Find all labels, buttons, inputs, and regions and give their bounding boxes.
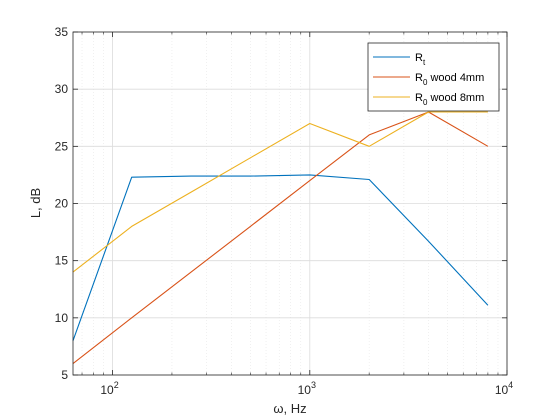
y-tick-label: 5 (61, 368, 68, 382)
x-tick-label: 104 (495, 380, 513, 397)
y-axis-label: L, dB (28, 188, 43, 218)
legend-entry: R0 wood 8mm (415, 92, 484, 107)
x-axis-label: ω, Hz (273, 401, 306, 416)
y-tick-label: 15 (55, 254, 69, 268)
series-line-2 (72, 111, 489, 365)
y-tick-label: 25 (55, 139, 69, 153)
series-layer (72, 111, 489, 365)
x-tick-label: 102 (100, 380, 118, 397)
legend: Rt R0 wood 4mm R0 wood 8mm (367, 42, 500, 112)
y-tick-label: 30 (55, 82, 69, 96)
y-tick-label: 10 (55, 311, 69, 325)
series-line-1 (72, 174, 489, 341)
series-line-3 (72, 111, 488, 273)
x-tick-label: 103 (298, 380, 316, 397)
ticks: 102 103 104 5 10 15 20 25 30 35 (55, 25, 514, 397)
y-tick-label: 20 (55, 197, 69, 211)
legend-entry: R0 wood 4mm (415, 72, 484, 87)
legend-entry: Rt (415, 52, 426, 67)
y-tick-label: 35 (55, 25, 69, 39)
